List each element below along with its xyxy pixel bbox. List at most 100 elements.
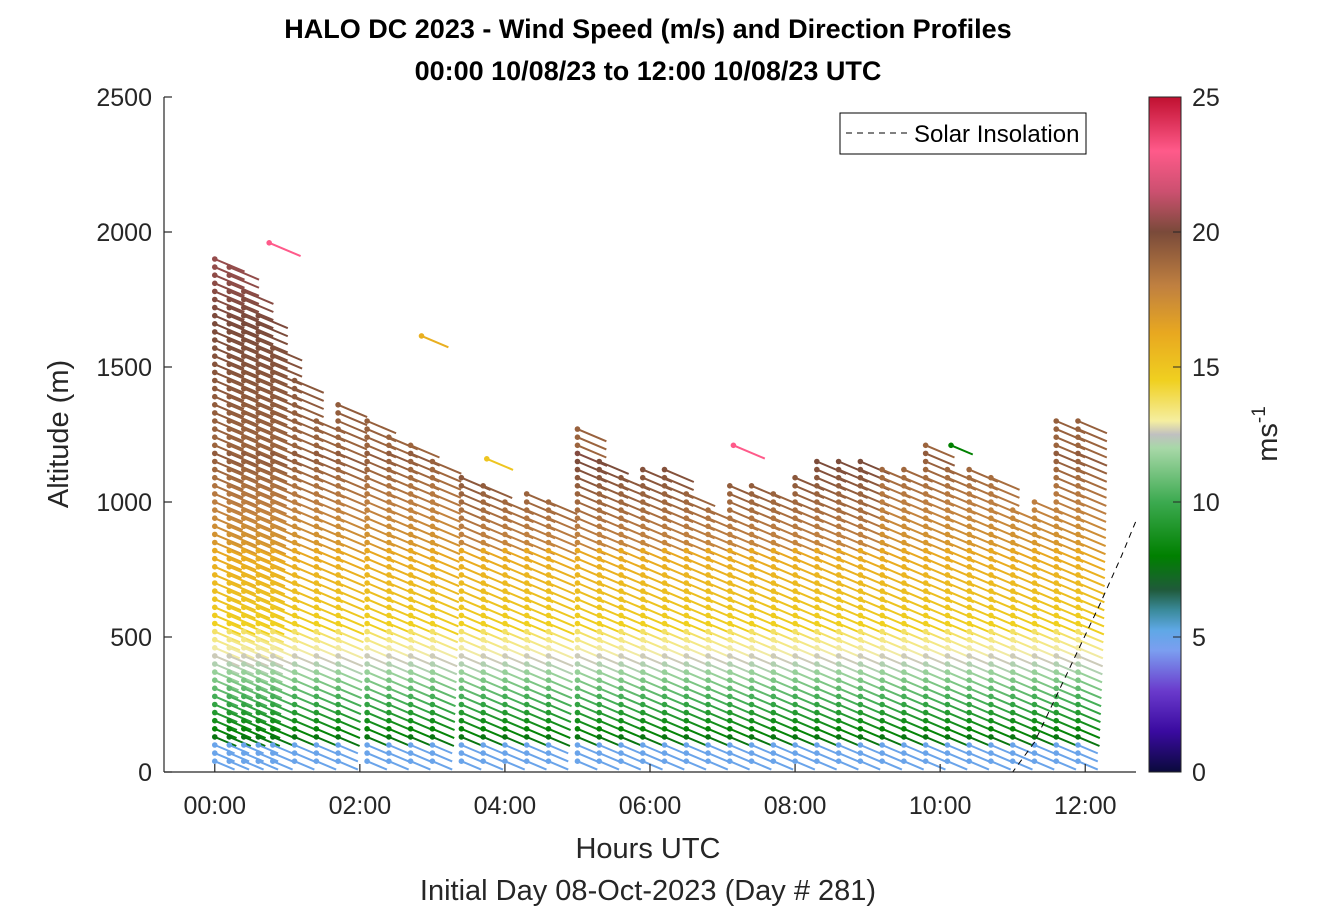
wind-barb-shaft (816, 760, 838, 771)
wind-barb-point (835, 701, 842, 708)
wind-barb-shaft (577, 436, 607, 451)
wind-barb-point (857, 539, 864, 546)
wind-barb-shaft (548, 509, 578, 524)
wind-barb-shaft (1034, 735, 1057, 747)
wind-barb-point (770, 685, 777, 692)
wind-barb-point (407, 515, 414, 521)
wind-barb-point (596, 523, 603, 530)
wind-barb-point (386, 709, 392, 716)
wind-barb-point (291, 547, 298, 554)
wind-barb-point (1053, 726, 1060, 732)
wind-barb-point (480, 734, 486, 740)
wind-barb-shaft (228, 735, 252, 747)
wind-barb-point (944, 555, 951, 562)
wind-barb-point (966, 572, 972, 578)
wind-barb-point (545, 539, 552, 546)
wind-barb-point (966, 499, 972, 505)
wind-barb-point (944, 491, 951, 497)
wind-barb-shaft (947, 711, 971, 724)
wind-barb-point (255, 450, 262, 457)
wind-barb-point (901, 709, 907, 716)
wind-barb-point (639, 499, 646, 505)
wind-barb-point (429, 507, 436, 513)
wind-barb-shaft (272, 719, 296, 731)
wind-barb-point (792, 604, 798, 611)
wind-barb-shaft (214, 687, 239, 700)
wind-barb-point (922, 450, 929, 457)
wind-barb-point (502, 515, 508, 521)
wind-barb-point (1009, 709, 1016, 716)
wind-barb-point (944, 564, 951, 570)
wind-barb-point (1053, 734, 1060, 740)
wind-barb-point (211, 321, 218, 327)
wind-barb-shaft (1077, 525, 1107, 539)
wind-barb-point (988, 588, 994, 594)
wind-barb-point (705, 758, 711, 764)
wind-barb-shaft (431, 638, 458, 652)
wind-barb-shaft (577, 428, 607, 443)
wind-barb-point (1009, 661, 1016, 667)
wind-barb-shaft (816, 752, 838, 763)
wind-barb-point (291, 636, 298, 643)
wind-barb-point (226, 345, 233, 351)
wind-barb-point (523, 499, 530, 505)
wind-barb-shaft (337, 549, 366, 563)
wind-barb-point (814, 677, 820, 683)
wind-barb-shaft (1055, 476, 1086, 491)
wind-barb-point (618, 555, 624, 562)
wind-barb-shaft (925, 735, 948, 747)
wind-barb-point (240, 612, 247, 619)
wind-barb-point (705, 547, 711, 554)
wind-barb-point (1075, 474, 1081, 481)
wind-barb-point (270, 596, 276, 602)
wind-barb-point (922, 547, 929, 554)
wind-barb-shaft (214, 598, 242, 612)
wind-barb-point (574, 450, 581, 457)
wind-barb-point (1031, 685, 1038, 692)
wind-barb-point (574, 709, 581, 716)
wind-barb-shaft (1055, 468, 1086, 483)
wind-barb-point (364, 653, 370, 659)
wind-barb-point (618, 677, 624, 683)
wind-barb-point (726, 620, 733, 627)
wind-barb-shaft (214, 622, 242, 636)
wind-barb-point (683, 661, 690, 667)
wind-barb-point (313, 701, 320, 708)
wind-barb-point (1075, 491, 1081, 497)
wind-barb-point (313, 580, 320, 586)
wind-barb-point (335, 596, 341, 602)
wind-barb-point (857, 685, 864, 692)
wind-barb-point (255, 580, 262, 586)
wind-barb-point (683, 645, 690, 651)
wind-barb-point (270, 580, 276, 586)
wind-barb-shaft (859, 501, 890, 516)
wind-barb-shaft (1077, 638, 1104, 652)
wind-barb-shaft (881, 719, 905, 731)
wind-barb-point (748, 685, 755, 692)
wind-barb-point (857, 717, 864, 724)
wind-barb-point (1053, 547, 1060, 554)
wind-barb-point (814, 580, 820, 586)
colorbar-tick-label: 20 (1192, 219, 1220, 247)
wind-barb-point (748, 620, 755, 627)
wind-barb-point (1075, 555, 1081, 562)
wind-barb-shaft (410, 735, 433, 747)
wind-barb-point (661, 734, 668, 740)
wind-barb-point (226, 596, 233, 602)
wind-barb-point (335, 402, 341, 408)
wind-barb-point (211, 442, 218, 449)
wind-barb-point (879, 564, 885, 570)
wind-barb-point (835, 604, 842, 611)
wind-barb-point (335, 564, 341, 570)
wind-barb-point (661, 499, 668, 505)
wind-barb-shaft (337, 614, 365, 628)
wind-barb-shaft (577, 460, 608, 475)
wind-barb-point (291, 410, 298, 416)
wind-barb-point (429, 734, 436, 740)
wind-barb-shaft (431, 727, 455, 739)
wind-barb-point (364, 491, 370, 497)
wind-barb-point (792, 734, 798, 740)
wind-barb-shaft (1077, 744, 1099, 755)
wind-barb-point (226, 758, 233, 764)
wind-barb-point (226, 377, 233, 384)
